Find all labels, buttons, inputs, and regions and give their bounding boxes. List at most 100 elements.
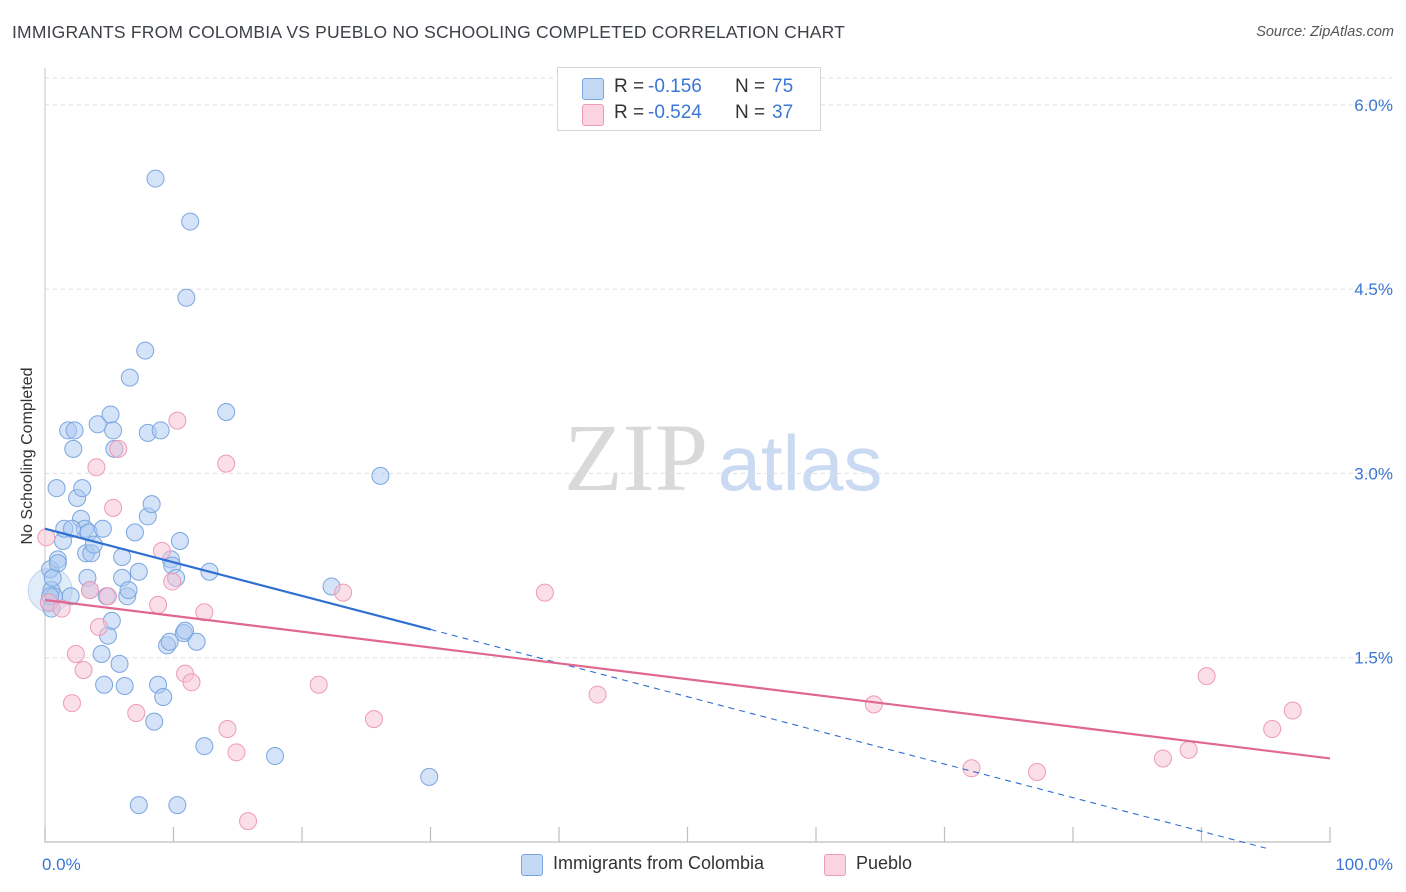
- trend-line-colombia-extension: [430, 628, 1266, 849]
- data-point: [227, 743, 246, 762]
- watermark-atlas: atlas: [718, 419, 883, 507]
- data-point: [1283, 701, 1302, 720]
- data-point: [146, 169, 165, 188]
- data-point: [62, 694, 81, 713]
- data-point: [1153, 749, 1172, 768]
- data-point: [129, 562, 148, 581]
- series-legend-label: Pueblo: [856, 853, 913, 873]
- legend-r-value: -0.524: [648, 102, 702, 123]
- legend-r-value: -0.156: [648, 76, 702, 97]
- data-point: [182, 673, 201, 692]
- data-point: [217, 403, 236, 421]
- data-point: [93, 519, 112, 538]
- data-point: [80, 581, 99, 600]
- data-point: [62, 519, 81, 538]
- grid-lines: [45, 77, 1392, 659]
- trend-line-colombia: [44, 527, 431, 631]
- source-label: Source: ZipAtlas.com: [1256, 24, 1394, 40]
- data-point: [535, 583, 554, 602]
- data-point: [98, 587, 117, 606]
- data-point: [181, 212, 200, 231]
- data-point: [92, 645, 111, 664]
- data-point: [1179, 740, 1198, 759]
- data-point: [66, 645, 85, 664]
- data-point: [962, 759, 981, 778]
- x-tick-label: 0.0%: [42, 855, 81, 874]
- series-swatch-blue: [521, 854, 543, 876]
- data-point: [125, 523, 144, 542]
- series-legend: Immigrants from Colombia Pueblo: [0, 853, 1406, 877]
- legend-swatch-blue: [582, 78, 604, 100]
- y-tick-label: 4.5%: [1354, 280, 1393, 299]
- data-point: [74, 661, 93, 679]
- legend-n-value: 37: [772, 102, 794, 123]
- data-point: [195, 603, 214, 622]
- data-point: [89, 618, 108, 636]
- y-tick-label: 3.0%: [1354, 464, 1393, 483]
- legend-n-value: 75: [772, 76, 794, 97]
- data-point: [88, 415, 107, 434]
- data-point: [84, 535, 103, 554]
- data-point: [87, 458, 106, 477]
- data-point: [110, 654, 129, 673]
- data-point: [364, 710, 383, 729]
- data-point: [65, 421, 84, 440]
- data-point: [119, 581, 138, 600]
- legend-n-label: N =: [735, 102, 766, 123]
- data-point: [145, 712, 164, 731]
- correlation-legend: R = -0.156 N = 75 R = -0.524 N = 37: [557, 67, 821, 131]
- data-point: [95, 675, 114, 694]
- legend-n-label: N =: [735, 76, 766, 97]
- data-point: [195, 737, 214, 756]
- data-point: [1028, 762, 1047, 781]
- data-point: [334, 583, 353, 602]
- data-point: [266, 747, 285, 765]
- data-point: [160, 632, 179, 651]
- data-point: [52, 599, 71, 618]
- data-point: [187, 632, 206, 651]
- data-point: [309, 675, 328, 694]
- data-point: [129, 796, 148, 815]
- trend-lines: [44, 527, 1331, 849]
- zipatlas-watermark: ZIP atlas: [564, 404, 882, 511]
- data-point: [371, 466, 390, 485]
- data-point: [115, 676, 134, 695]
- data-point: [217, 454, 236, 473]
- data-point: [47, 479, 66, 498]
- data-point: [64, 439, 83, 458]
- chart-title: IMMIGRANTS FROM COLOMBIA VS PUEBLO NO SC…: [12, 22, 846, 42]
- data-point: [163, 572, 182, 591]
- series-swatch-pink: [824, 854, 846, 876]
- data-point: [154, 688, 173, 707]
- data-point: [142, 495, 161, 514]
- data-point: [149, 595, 168, 614]
- data-point: [168, 796, 187, 815]
- legend-r-label: R =: [614, 76, 645, 97]
- series-pueblo: [37, 411, 1302, 831]
- data-point: [136, 341, 155, 360]
- data-point: [420, 767, 439, 786]
- data-point: [170, 532, 189, 550]
- y-tick-label: 6.0%: [1354, 96, 1393, 115]
- series-legend-label: Immigrants from Colombia: [553, 853, 765, 873]
- data-point: [109, 439, 128, 458]
- axes: [44, 68, 1331, 843]
- data-point: [218, 719, 237, 738]
- data-point: [61, 587, 80, 606]
- data-point: [1263, 719, 1282, 738]
- data-point: [864, 695, 883, 714]
- legend-r-label: R =: [614, 102, 645, 123]
- legend-swatch-pink: [582, 104, 604, 126]
- data-point: [588, 685, 607, 704]
- data-point: [48, 554, 67, 573]
- trend-line-pueblo: [44, 598, 1331, 760]
- data-point: [1197, 667, 1216, 686]
- data-point: [104, 421, 123, 440]
- data-point: [73, 479, 92, 498]
- data-point: [168, 411, 187, 430]
- watermark-zip: ZIP: [564, 404, 708, 511]
- data-point: [239, 812, 258, 831]
- data-point: [151, 421, 170, 440]
- data-point: [127, 704, 146, 722]
